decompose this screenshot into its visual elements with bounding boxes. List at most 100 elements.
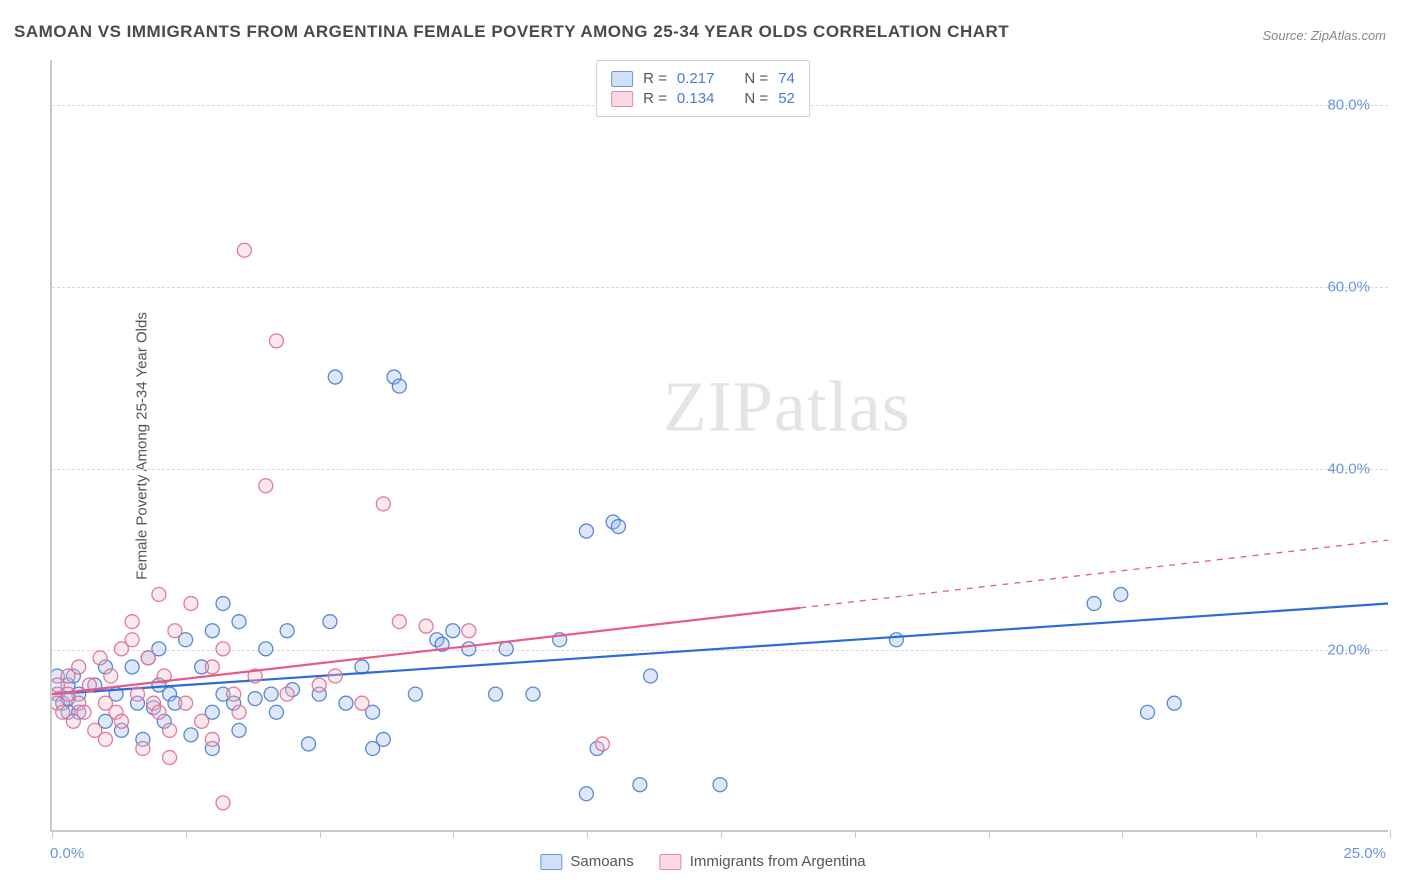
plot-svg [52,60,1388,830]
n-label: N = [744,90,768,107]
data-point [269,705,283,719]
x-tick [52,830,53,838]
x-tick [587,830,588,838]
data-point [248,692,262,706]
data-point [889,633,903,647]
data-point [237,243,251,257]
data-point [1114,587,1128,601]
data-point [269,334,283,348]
n-value: 74 [778,70,795,87]
series-legend: Samoans Immigrants from Argentina [540,853,865,870]
data-point [328,370,342,384]
legend-row: R = 0.217 N = 74 [611,70,795,87]
data-point [216,796,230,810]
data-point [376,732,390,746]
x-tick [1256,830,1257,838]
data-point [259,479,273,493]
legend-swatch [611,91,633,107]
x-tick [721,830,722,838]
data-point [595,737,609,751]
x-tick [453,830,454,838]
data-point [168,624,182,638]
data-point [611,520,625,534]
data-point [227,687,241,701]
legend-label: Samoans [570,853,633,870]
x-tick [1390,830,1391,838]
data-point [633,778,647,792]
data-point [163,723,177,737]
data-point [328,669,342,683]
data-point [216,642,230,656]
data-point [419,619,433,633]
data-point [1141,705,1155,719]
legend-label: Immigrants from Argentina [690,853,866,870]
data-point [72,660,86,674]
legend-swatch [660,854,682,870]
data-point [355,696,369,710]
legend-item: Samoans [540,853,633,870]
source-attribution: Source: ZipAtlas.com [1262,28,1386,43]
data-point [131,687,145,701]
data-point [462,624,476,638]
x-tick [989,830,990,838]
x-tick-label: 25.0% [1343,845,1386,862]
legend-swatch [611,71,633,87]
legend-item: Immigrants from Argentina [660,853,866,870]
r-value: 0.134 [677,90,715,107]
data-point [184,597,198,611]
data-point [259,642,273,656]
data-point [152,705,166,719]
r-label: R = [643,90,667,107]
data-point [489,687,503,701]
data-point [323,615,337,629]
data-point [184,728,198,742]
data-point [392,615,406,629]
data-point [526,687,540,701]
correlation-legend: R = 0.217 N = 74 R = 0.134 N = 52 [596,60,810,117]
data-point [179,696,193,710]
x-tick [855,830,856,838]
data-point [446,624,460,638]
data-point [312,678,326,692]
legend-row: R = 0.134 N = 52 [611,90,795,107]
r-value: 0.217 [677,70,715,87]
x-tick-label: 0.0% [50,845,84,862]
x-tick [320,830,321,838]
data-point [125,615,139,629]
legend-swatch [540,854,562,870]
data-point [376,497,390,511]
data-point [205,732,219,746]
data-point [1167,696,1181,710]
data-point [205,624,219,638]
data-point [1087,597,1101,611]
data-point [644,669,658,683]
data-point [713,778,727,792]
data-point [280,687,294,701]
data-point [280,624,294,638]
n-value: 52 [778,90,795,107]
data-point [141,651,155,665]
data-point [77,705,91,719]
data-point [205,660,219,674]
chart-title: SAMOAN VS IMMIGRANTS FROM ARGENTINA FEMA… [14,22,1009,42]
data-point [339,696,353,710]
data-point [579,787,593,801]
data-point [125,660,139,674]
n-label: N = [744,70,768,87]
plot-region: ZIPatlas 20.0%40.0%60.0%80.0% [50,60,1388,832]
data-point [462,642,476,656]
data-point [579,524,593,538]
data-point [232,723,246,737]
data-point [114,714,128,728]
x-tick [186,830,187,838]
data-point [104,669,118,683]
data-point [136,741,150,755]
data-point [232,615,246,629]
data-point [195,714,209,728]
x-tick [1122,830,1123,838]
data-point [93,651,107,665]
data-point [302,737,316,751]
data-point [392,379,406,393]
data-point [499,642,513,656]
r-label: R = [643,70,667,87]
